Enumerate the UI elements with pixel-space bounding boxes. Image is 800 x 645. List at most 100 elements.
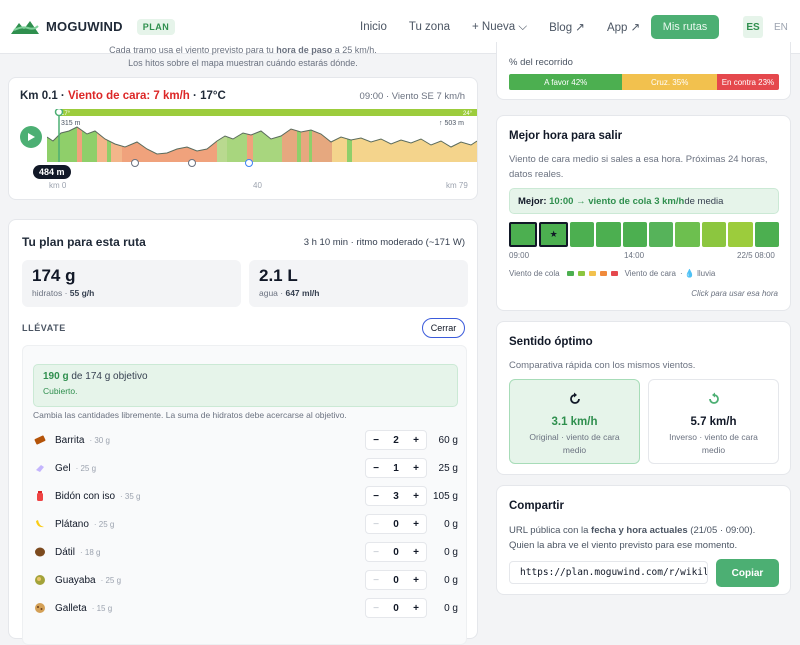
direction-inverse-option[interactable]: 5.7 km/h Inverso · viento de cara medio	[648, 379, 779, 464]
temp-left-label: 17°	[61, 111, 71, 117]
item-weight: · 35 g	[120, 491, 141, 501]
quantity-stepper: − 0 +	[365, 542, 427, 562]
quantity-stepper: − 3 +	[365, 486, 427, 506]
item-weight: · 25 g	[100, 575, 122, 585]
km-label-start: km 0	[49, 181, 67, 190]
plan-title: Tu plan para esta ruta	[22, 235, 146, 249]
item-weight: · 18 g	[80, 547, 101, 557]
share-desc-bold: fecha y hora actuales	[591, 525, 688, 536]
hour-cell-5[interactable]	[649, 222, 674, 247]
close-button[interactable]: Cerrar	[422, 318, 465, 338]
route-segment-2: En contra 23%	[716, 74, 779, 90]
click-hint: Click para usar esa hora	[691, 289, 778, 298]
share-url-field[interactable]: https://plan.moguwind.com/r/wikil	[509, 561, 708, 584]
lang-en-button[interactable]: EN	[774, 21, 788, 33]
legend-swatch-0	[566, 271, 574, 276]
minus-button[interactable]: −	[373, 490, 379, 502]
share-title: Compartir	[509, 500, 564, 512]
water-label: agua ·	[259, 288, 286, 298]
plan-meta: 3 h 10 min · ritmo moderado (~171 W)	[303, 237, 465, 248]
nav-app[interactable]: App ↗	[606, 22, 641, 34]
hour-cell-2[interactable]	[569, 222, 595, 247]
hour-cell-4[interactable]	[622, 222, 648, 247]
route-percent-bar: A favor 42% Cruz. 35% En contra 23%	[509, 74, 779, 90]
plus-button[interactable]: +	[413, 574, 419, 586]
direction-original-option[interactable]: 3.1 km/h Original · viento de cara medio	[509, 379, 640, 464]
plus-button[interactable]: +	[413, 518, 419, 530]
hour-cell-7[interactable]	[701, 222, 727, 247]
min-elev-label: 315 m	[61, 120, 81, 127]
lang-es-button[interactable]: ES	[743, 16, 763, 38]
minus-button[interactable]: −	[373, 546, 379, 558]
share-desc: URL pública con la fecha y hora actuales…	[509, 523, 755, 553]
item-weight: · 25 g	[93, 519, 115, 529]
elevation-card: Km 0.1 · Viento de cara: 7 km/h · 17°C 0…	[8, 77, 478, 200]
best-time-box: Mejor: 10:00 → viento de cola 3 km/h de …	[509, 188, 779, 214]
hour-cell-0[interactable]	[509, 222, 538, 247]
rotate-cw-icon	[569, 392, 580, 404]
quantity-value: 0	[393, 602, 399, 614]
minus-button[interactable]: −	[373, 462, 379, 474]
share-desc-post: (21/05 · 09:00).	[687, 525, 756, 536]
item-gel: Gel · 25 g − 1 + 25 g	[33, 458, 458, 478]
hour-cell-6[interactable]	[675, 222, 700, 247]
water-value: 2.1 L	[259, 266, 298, 285]
plus-button[interactable]: +	[413, 434, 419, 446]
hour-cell-1[interactable]: ★	[539, 222, 568, 247]
item-platano: Plátano · 25 g − 0 + 0 g	[33, 514, 458, 534]
item-total: 60 g	[438, 434, 458, 446]
logo[interactable]: MOGUWIND PLAN	[10, 18, 176, 36]
item-weight: · 15 g	[91, 603, 113, 613]
inverse-speed: 5.7 km/h	[690, 416, 737, 428]
nav-blog[interactable]: Blog ↗	[549, 22, 585, 34]
original-label: Original · viento de cara medio	[529, 432, 620, 455]
llevate-heading: LLÉVATE	[22, 323, 66, 333]
plus-button[interactable]: +	[413, 546, 419, 558]
legend-swatch-1	[577, 271, 585, 276]
hour-cell-8[interactable]	[728, 222, 753, 247]
plus-button[interactable]: +	[413, 602, 419, 614]
item-total: 0 g	[444, 546, 458, 558]
item-weight: · 30 g	[89, 435, 110, 445]
minus-button[interactable]: −	[373, 574, 379, 586]
route-percent-card: % del recorrido A favor 42% Cruz. 35% En c…	[496, 42, 791, 100]
nav-nueva-dropdown[interactable]: + Nueva ⌵	[472, 20, 528, 33]
hour-cell-9[interactable]	[754, 222, 780, 247]
guava-icon	[33, 573, 47, 587]
route-percent-title: % del recorrido	[509, 57, 573, 68]
plus-button[interactable]: +	[413, 462, 419, 474]
nav-tu-zona[interactable]: Tu zona	[408, 21, 450, 33]
hour-cell-3[interactable]	[596, 222, 621, 247]
copy-button[interactable]: Copiar	[716, 559, 779, 587]
direction-title: Sentido óptimo	[509, 336, 593, 348]
bottle-icon	[33, 489, 47, 503]
top-bar: MOGUWIND PLAN Inicio Tu zona + Nueva ⌵ B…	[0, 0, 800, 54]
items-hint: Cambia las cantidades libremente. La sum…	[33, 410, 347, 420]
item-total: 0 g	[444, 518, 458, 530]
quantity-value: 0	[393, 518, 399, 530]
plus-button[interactable]: +	[413, 490, 419, 502]
main-nav: Inicio Tu zona + Nueva ⌵ Blog ↗ App ↗	[360, 0, 662, 54]
items-panel: 190 g de 174 g objetivo Cubierto. Cambia…	[22, 345, 467, 645]
elevation-profile[interactable]: 17° 24° 315 m ↑ 503 m	[47, 109, 477, 179]
play-button[interactable]	[20, 126, 42, 148]
nav-inicio[interactable]: Inicio	[360, 21, 387, 33]
item-name: Galleta	[55, 602, 87, 614]
item-total: 105 g	[432, 490, 458, 502]
share-card: Compartir URL pública con la fecha y hor…	[496, 485, 791, 595]
date-icon	[33, 545, 47, 559]
hour-label-end: 22/5 08:00	[737, 251, 775, 260]
minus-button[interactable]: −	[373, 518, 379, 530]
mis-rutas-button[interactable]: Mis rutas	[651, 15, 719, 39]
minus-button[interactable]: −	[373, 602, 379, 614]
legend-swatch-3	[599, 271, 607, 276]
best-label: Mejor:	[518, 195, 547, 207]
elevation-cursor-badge: 484 m	[33, 165, 71, 179]
item-name: Barrita	[55, 434, 85, 446]
logo-mark-icon	[11, 20, 39, 34]
quantity-stepper: − 2 +	[365, 430, 427, 450]
item-name: Dátil	[55, 546, 76, 558]
minus-button[interactable]: −	[373, 434, 379, 446]
elevation-meta: 09:00 · Viento SE 7 km/h	[359, 91, 465, 102]
target-rest: de 174 g objetivo	[68, 371, 148, 382]
